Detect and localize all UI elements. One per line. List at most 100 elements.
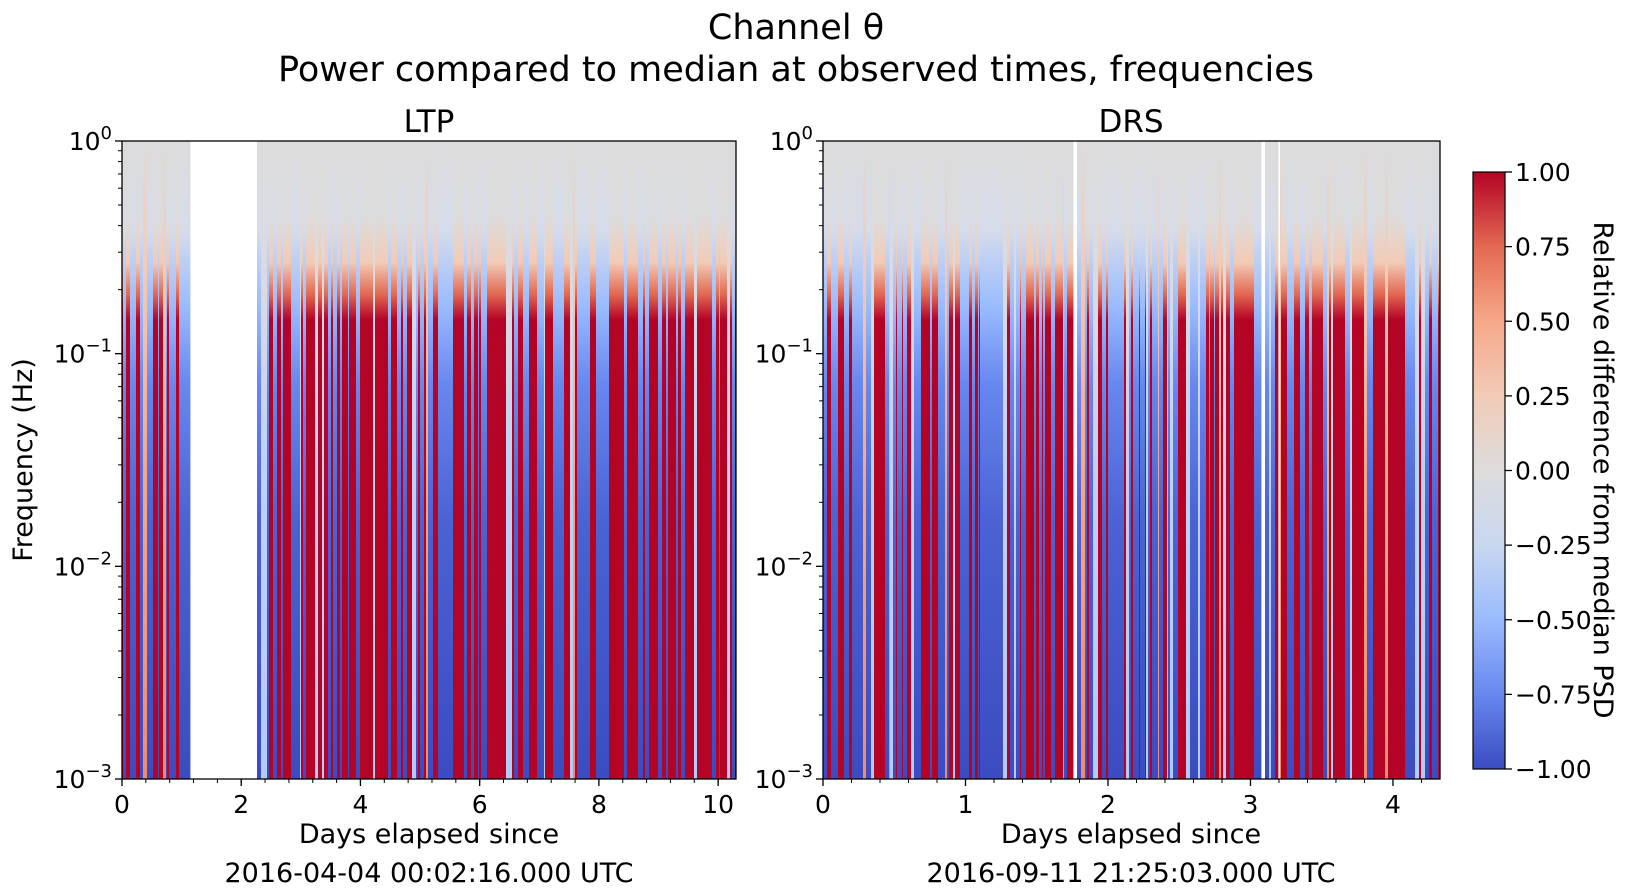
heatmap-column	[852, 141, 857, 779]
heatmap-column	[1215, 141, 1220, 779]
heatmap-column	[421, 141, 425, 779]
x-tick-label: 3	[1243, 790, 1259, 819]
heatmap-column	[1180, 141, 1185, 779]
heatmap-column	[1067, 141, 1070, 779]
heatmap-column	[1275, 141, 1279, 779]
heatmap-column	[1434, 141, 1439, 779]
heatmap-column	[424, 141, 427, 779]
heatmap-column	[143, 141, 146, 779]
heatmap-column	[544, 141, 546, 779]
heatmap-column	[276, 141, 278, 779]
heatmap-column	[917, 141, 922, 779]
heatmap-column	[883, 141, 886, 779]
heatmap-column	[1345, 141, 1350, 779]
heatmap-column	[296, 141, 301, 779]
heatmap-column	[368, 141, 371, 779]
heatmap-column	[1111, 141, 1116, 779]
heatmap-column	[1079, 141, 1082, 779]
heatmap-column	[700, 141, 705, 779]
heatmap-column	[1305, 141, 1310, 779]
heatmap-column	[261, 141, 265, 779]
heatmap-column	[429, 141, 434, 779]
x-axis-date-ltp: 2016-04-04 00:02:16.000 UTC	[225, 858, 634, 889]
heatmap-column	[1291, 141, 1295, 779]
heatmap-column	[549, 141, 554, 779]
heatmap-column	[1239, 141, 1244, 779]
heatmap-column	[1230, 141, 1235, 779]
heatmap-column	[1360, 141, 1364, 779]
heatmap-column	[1405, 141, 1407, 779]
heatmap-column	[579, 141, 582, 779]
heatmap-column	[856, 141, 861, 779]
heatmap-column	[1234, 141, 1238, 779]
heatmap-column	[420, 141, 422, 779]
y-axis-ltp: 10−3 10−2 10−1 100	[54, 123, 122, 794]
heatmap-column	[885, 141, 890, 779]
heatmap-column	[719, 141, 721, 779]
heatmap-column	[537, 141, 542, 779]
heatmap-column	[365, 141, 369, 779]
heatmap-column	[493, 141, 497, 779]
heatmap-column	[406, 141, 408, 779]
heatmap-column	[277, 141, 282, 779]
heatmap-column	[1131, 141, 1134, 779]
heatmap-column	[401, 141, 404, 779]
heatmap-column	[1402, 141, 1406, 779]
heatmap-column	[123, 141, 127, 779]
heatmap-column	[573, 141, 576, 779]
heatmap-column	[151, 141, 154, 779]
heatmap-column	[831, 141, 835, 779]
heatmap-column	[295, 141, 297, 779]
heatmap-column	[392, 141, 396, 779]
x-tick-label: 6	[472, 790, 488, 819]
heatmap-column	[352, 141, 357, 779]
heatmap-column	[313, 141, 316, 779]
heatmap-column	[391, 141, 393, 779]
heatmap-column	[542, 141, 545, 779]
heatmap-column	[1020, 141, 1022, 779]
heatmap-column	[287, 141, 292, 779]
heatmap-column	[1258, 141, 1262, 779]
heatmap-column	[1243, 141, 1248, 779]
heatmap-column	[269, 141, 274, 779]
colorbar-tick-label: −1.00	[1515, 755, 1592, 784]
heatmap-column	[1143, 141, 1146, 779]
heatmap-column	[433, 141, 436, 779]
heatmap-column	[1280, 141, 1282, 779]
heatmap-column	[460, 141, 465, 779]
heatmap-column	[1349, 141, 1351, 779]
heatmap-column	[732, 141, 736, 779]
heatmap-column	[1265, 141, 1270, 779]
heatmap-column	[1028, 141, 1032, 779]
heatmap-column	[1177, 141, 1179, 779]
heatmap-column	[1333, 141, 1336, 779]
heatmap-column	[949, 141, 954, 779]
heatmap-column	[720, 141, 724, 779]
heatmap-column	[669, 141, 674, 779]
heatmap-column	[1341, 141, 1346, 779]
heatmap-column	[136, 141, 141, 779]
heatmap-column	[654, 141, 659, 779]
heatmap-column	[1284, 141, 1288, 779]
heatmap-column	[467, 141, 472, 779]
heatmap-column	[1327, 141, 1330, 779]
heatmap-column	[1301, 141, 1306, 779]
heatmap-column	[1221, 141, 1224, 779]
heatmap-column	[442, 141, 447, 779]
heatmap-column	[471, 141, 475, 779]
heatmap-column	[1010, 141, 1015, 779]
y-axis-label: Frequency (Hz)	[8, 358, 39, 562]
heatmap-column	[453, 141, 458, 779]
heatmap-column	[1042, 141, 1044, 779]
heatmap-column	[1016, 141, 1020, 779]
heatmap-column	[560, 141, 565, 779]
heatmap-column	[1001, 141, 1004, 779]
heatmap-column	[893, 141, 897, 779]
heatmap-column	[914, 141, 918, 779]
heatmap-column	[479, 141, 482, 779]
heatmap-column	[879, 141, 884, 779]
heatmap-column	[1145, 141, 1147, 779]
heatmap-column	[310, 141, 314, 779]
heatmap-column	[575, 141, 578, 779]
heatmap-column	[984, 141, 987, 779]
